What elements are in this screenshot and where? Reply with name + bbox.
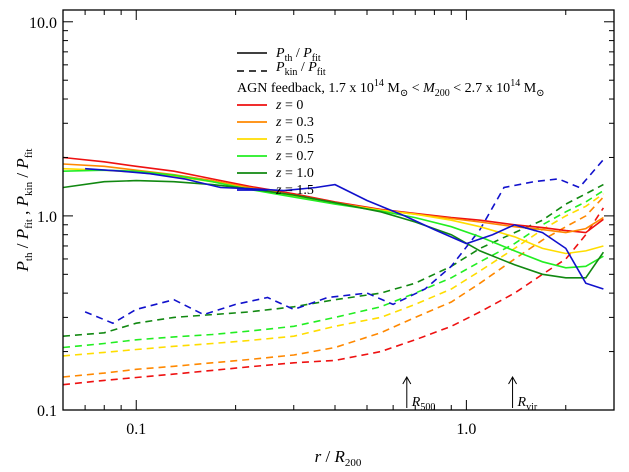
series-layer: [63, 156, 605, 386]
legend-title: AGN feedback, 1.7 x 1014 M⊙ < M200 < 2.7…: [237, 78, 545, 99]
series-5-dashed-line: [84, 159, 605, 325]
legend-label-2: z = 0.5: [275, 132, 314, 147]
annotations: R500 Rvir: [402, 375, 538, 413]
legend-series: z = 0 z = 0.3 z = 0.5 z = 0.7 z = 1.0 z = 1.5: [237, 98, 314, 198]
plot-frame: [62, 9, 615, 411]
y-axis-label: Pth / Pfit , Pkin / Pfit: [13, 149, 35, 273]
x-axis-label: r / R200: [315, 447, 362, 469]
y-tick-label-1: 1.0: [37, 209, 57, 226]
x-tick-label-0: 0.1: [126, 421, 146, 438]
series-1-solid-line: [63, 163, 604, 234]
legend-label-0: z = 0: [275, 98, 303, 113]
series-3-dashed-line: [63, 189, 604, 349]
ticks-layer: 0.1 1.0 0.1 1.0 10.0: [29, 10, 614, 438]
series-4-solid-line: [63, 179, 605, 279]
legend-dashed-label: Pkin / Pfit: [275, 60, 326, 78]
annotation-label-1: Rvir: [517, 395, 538, 413]
x-tick-label-1: 1.0: [456, 421, 476, 438]
series-5-solid-line: [85, 167, 604, 290]
legend-label-5: z = 1.5: [275, 183, 314, 198]
annotation-label-0: R500: [411, 395, 436, 413]
annotation-arrowhead-1: [508, 375, 517, 385]
legend-label-4: z = 1.0: [275, 166, 314, 181]
legend-solid-label: Pth / Pfit: [275, 46, 321, 64]
y-tick-label-2: 10.0: [29, 15, 57, 32]
series-4-dashed-line: [63, 183, 604, 337]
series-0-dashed-line: [63, 207, 605, 386]
legend-label-1: z = 0.3: [275, 115, 314, 130]
series-1-dashed-line: [63, 196, 604, 378]
legend-label-3: z = 0.7: [275, 149, 314, 164]
annotation-arrowhead-0: [402, 375, 412, 385]
legend: Pth / Pfit Pkin / Pfit AGN feedback, 1.7…: [237, 46, 545, 198]
series-0-solid-line: [63, 156, 604, 234]
series-2-dashed-line: [63, 193, 604, 357]
y-tick-label-0: 0.1: [37, 403, 57, 420]
